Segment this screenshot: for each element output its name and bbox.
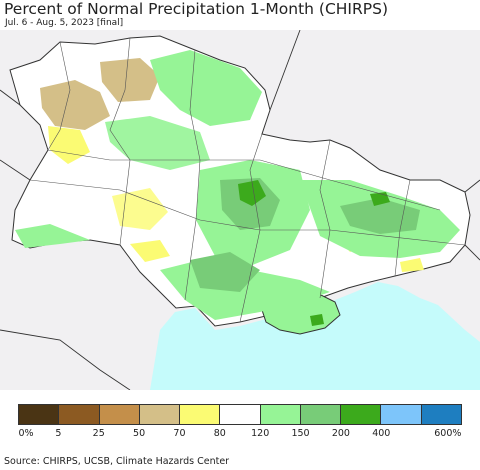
legend-tick-label: 80 [213,428,226,439]
legend-swatch [139,405,181,424]
legend-tick-label: 50 [133,428,146,439]
legend-swatch [300,405,342,424]
legend-tick-label: 600% [434,428,462,439]
legend-tick-label: 150 [291,428,310,439]
country-borders [0,30,480,390]
map-subtitle: Jul. 6 - Aug. 5, 2023 [final] [5,18,124,28]
legend-swatch [260,405,301,424]
map-title: Percent of Normal Precipitation 1-Month … [4,0,388,18]
legend-tick-label: 120 [251,428,270,439]
legend-swatch [99,405,140,424]
legend-tick-label: 0% [18,428,34,439]
source-note: Source: CHIRPS, UCSB, Climate Hazards Ce… [4,456,230,467]
legend-swatch [220,405,261,424]
precipitation-map [0,30,480,390]
legend-tick-label: 70 [173,428,186,439]
color-legend [18,404,462,425]
black-sea [150,282,480,390]
legend-swatch [180,405,221,424]
legend-swatch [341,405,382,424]
precip-patches [15,50,460,326]
legend-tick-label: 200 [331,428,350,439]
legend-tick-label: 5 [55,428,62,439]
legend-swatch [59,405,100,424]
legend-swatch [421,405,461,424]
oblast-borders [29,37,466,323]
legend-swatch [19,405,60,424]
legend-ticks: 0% 5 25 50 70 80 120 150 200 400 600% [0,428,480,442]
legend-tick-label: 25 [92,428,105,439]
legend-tick-label: 400 [372,428,391,439]
legend-swatch [381,405,422,424]
